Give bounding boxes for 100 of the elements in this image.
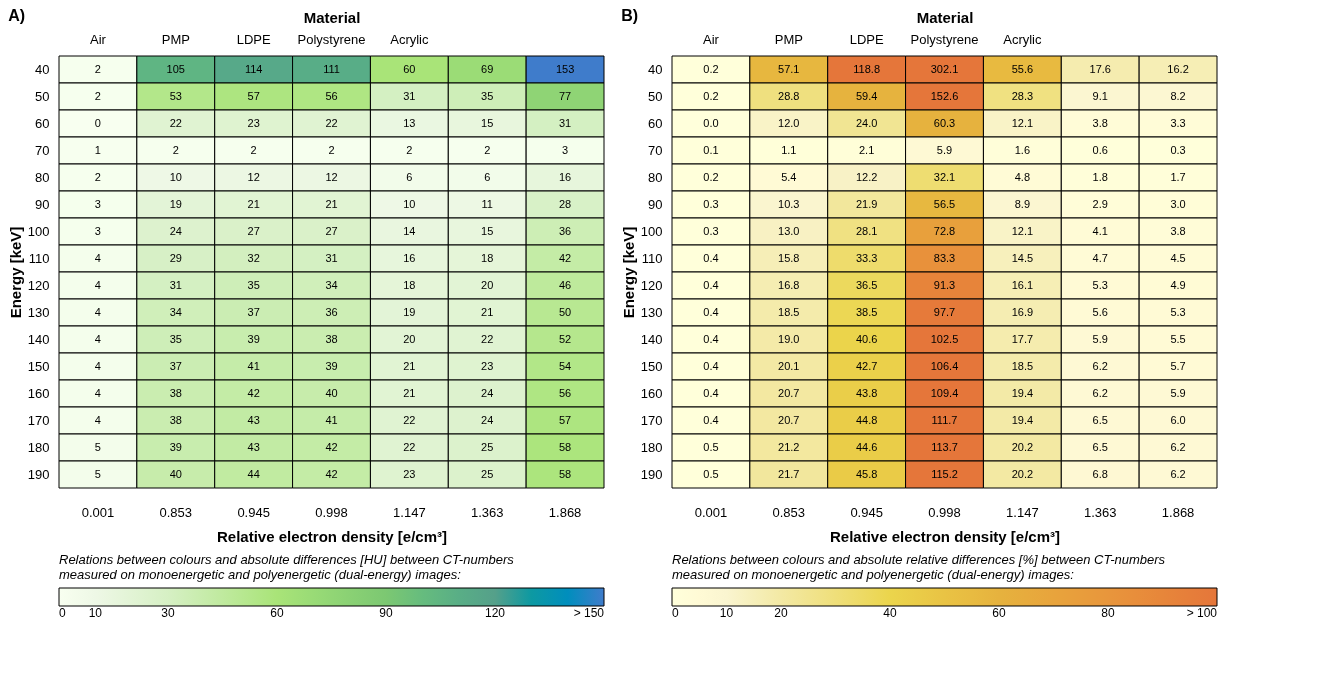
x-tick-label: Polystyrene xyxy=(910,31,979,47)
data-label: 39 xyxy=(247,332,260,345)
data-label: 109.4 xyxy=(930,386,959,399)
data-label: 44.8 xyxy=(855,413,878,426)
data-label: 4 xyxy=(94,332,101,345)
color-bar-label: 10 xyxy=(719,606,734,620)
data-label: 19 xyxy=(169,197,182,210)
data-label: 4 xyxy=(94,305,101,318)
data-label: 105 xyxy=(166,62,185,75)
color-bar-label: 80 xyxy=(1101,606,1115,620)
data-label: 29 xyxy=(169,251,182,264)
data-label: 1.7 xyxy=(1170,170,1186,183)
y-tick-label: 70 xyxy=(35,142,50,158)
data-label: 0.5 xyxy=(703,467,719,480)
text: 1.147 xyxy=(1006,504,1039,520)
data-label: 6.8 xyxy=(1092,467,1108,480)
data-label: 18.5 xyxy=(778,305,800,318)
data-label: 31 xyxy=(169,278,182,291)
data-label: 153 xyxy=(555,62,575,75)
y-tick-label: 160 xyxy=(640,385,663,401)
data-label: 0.4 xyxy=(703,251,719,264)
data-label: 1.6 xyxy=(1014,143,1031,156)
data-label: 20.1 xyxy=(778,359,800,372)
data-label: 11 xyxy=(481,197,493,210)
data-label: 54 xyxy=(558,359,572,372)
text: 1.363 xyxy=(470,504,504,520)
data-label: 15 xyxy=(481,224,494,237)
data-label: 8.2 xyxy=(1170,89,1186,102)
y-tick-label: 50 xyxy=(35,88,50,104)
data-label: 36 xyxy=(325,305,338,318)
y-tick-label: 180 xyxy=(27,439,50,455)
data-label: 302.1 xyxy=(930,62,959,75)
data-label: 39 xyxy=(169,440,182,453)
data-label: 22 xyxy=(169,116,182,129)
data-label: 5.9 xyxy=(1092,332,1108,345)
data-label: 16 xyxy=(403,251,416,264)
data-label: 34 xyxy=(169,305,182,318)
data-label: 0.4 xyxy=(703,305,719,318)
y-tick-label: 40 xyxy=(35,61,50,77)
data-label: 31 xyxy=(558,116,572,129)
data-label: 31 xyxy=(403,89,416,102)
data-label: 21.7 xyxy=(778,467,800,480)
data-label: 6.2 xyxy=(1092,359,1108,372)
data-label: 28.3 xyxy=(1011,89,1034,102)
data-label: 27 xyxy=(325,224,338,237)
data-label: 22 xyxy=(325,116,338,129)
data-label: 12.1 xyxy=(1011,116,1034,129)
data-label: 24.0 xyxy=(855,116,878,129)
data-label: 91.3 xyxy=(933,278,956,291)
data-label: 5.3 xyxy=(1092,278,1108,291)
data-label: 20.7 xyxy=(778,386,800,399)
chart-title: A) xyxy=(8,7,26,24)
data-label: 42 xyxy=(558,251,572,264)
y-tick-label: 70 xyxy=(648,142,663,158)
data-label: 18 xyxy=(481,251,494,264)
data-label: 0.6 xyxy=(1092,143,1108,156)
data-label: 42 xyxy=(247,386,260,399)
data-label: 18 xyxy=(403,278,416,291)
data-label: 28.1 xyxy=(855,224,878,237)
data-label: 13 xyxy=(403,116,416,129)
data-label: 6.2 xyxy=(1170,467,1186,480)
y-axis-title: Energy [keV] xyxy=(6,226,24,319)
data-label: 23 xyxy=(403,467,416,480)
data-label: 43 xyxy=(247,440,260,453)
data-label: 19.0 xyxy=(778,332,800,345)
data-label: 57 xyxy=(247,89,260,102)
data-label: 3 xyxy=(94,197,101,210)
x-tick-label: PMP xyxy=(774,31,803,47)
data-label: 21 xyxy=(325,197,338,210)
data-label: 0.3 xyxy=(703,197,719,210)
y-tick-label: 60 xyxy=(648,115,663,131)
data-label: 27 xyxy=(247,224,260,237)
data-label: 58 xyxy=(558,440,572,453)
data-label: 0.4 xyxy=(703,332,719,345)
color-bar-label: 0 xyxy=(59,606,66,620)
data-label: 52 xyxy=(558,332,572,345)
data-label: 59.4 xyxy=(855,89,878,102)
data-label: 4.7 xyxy=(1092,251,1108,264)
data-label: 12 xyxy=(325,170,338,183)
data-label: 19 xyxy=(403,305,416,318)
text: 0.945 xyxy=(237,504,270,520)
data-label: 20 xyxy=(403,332,416,345)
data-label: 16 xyxy=(558,170,572,183)
color-bar-label: > 100 xyxy=(1186,606,1218,620)
y-axis-title: Energy [keV] xyxy=(619,226,637,319)
color-bar-label: > 150 xyxy=(573,606,605,620)
data-label: 2 xyxy=(406,143,413,156)
data-label: 42.7 xyxy=(855,359,878,372)
data-label: 6 xyxy=(484,170,491,183)
data-label: 4.9 xyxy=(1170,278,1186,291)
data-label: 0.2 xyxy=(703,170,719,183)
x-axis-title: Relative electron density [e/cm³] xyxy=(829,527,1061,545)
data-label: 25 xyxy=(481,440,494,453)
text: 1.868 xyxy=(1161,504,1195,520)
y-tick-label: 50 xyxy=(648,88,663,104)
y-tick-label: 150 xyxy=(27,358,50,374)
data-label: 0.3 xyxy=(703,224,719,237)
y-tick-label: 190 xyxy=(27,466,50,482)
data-label: 38 xyxy=(169,386,182,399)
data-label: 38 xyxy=(325,332,338,345)
